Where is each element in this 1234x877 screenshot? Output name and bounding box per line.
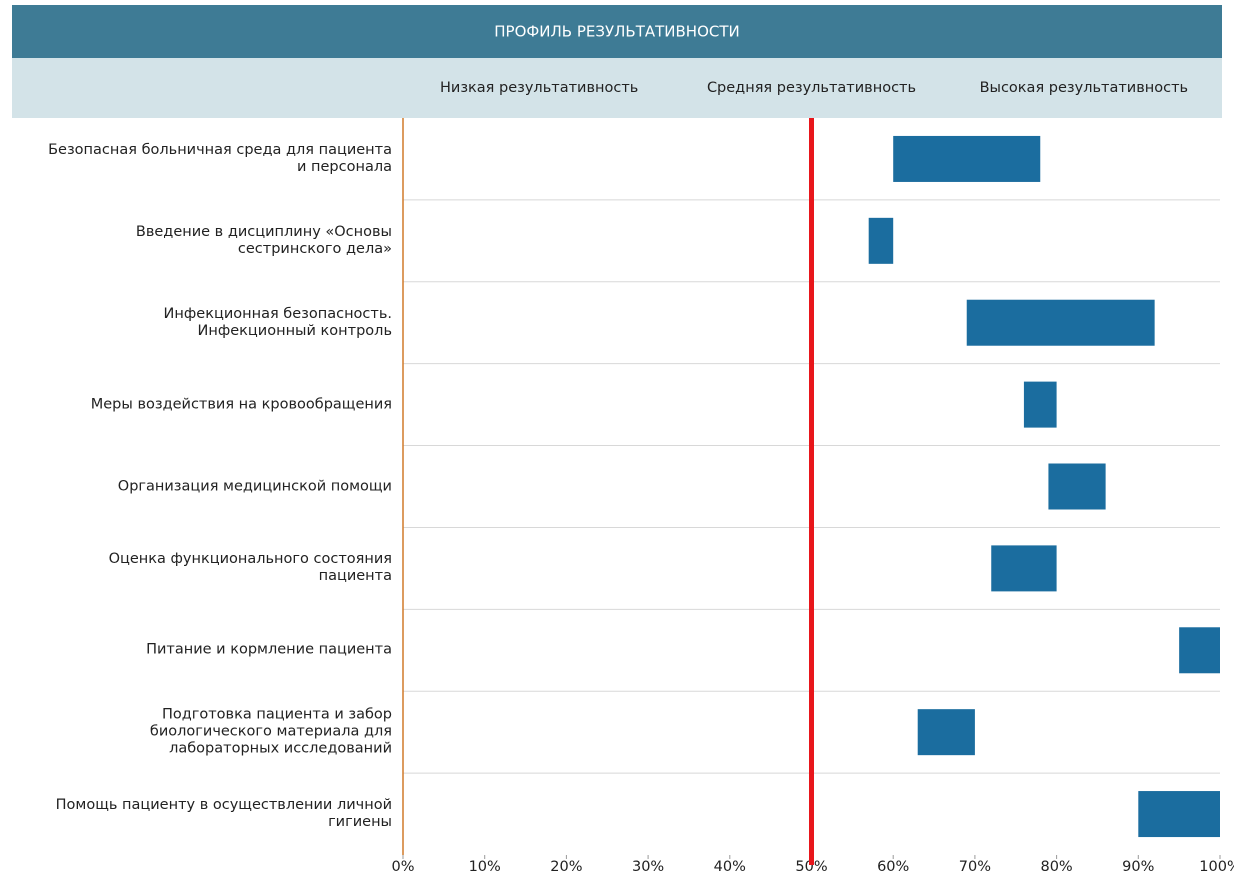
x-tick-label: 30% <box>632 859 664 875</box>
bar <box>893 135 1041 182</box>
category-label: Оценка функционального состояния пациент… <box>108 551 392 585</box>
x-tick-label: 80% <box>1040 859 1072 875</box>
bar <box>917 709 975 756</box>
x-tick-label: 90% <box>1122 859 1154 875</box>
band-label: Низкая результативность <box>440 80 638 96</box>
category-label: Питание и кормление пациента <box>146 641 392 658</box>
x-tick-label: 0% <box>391 859 414 875</box>
category-label: Подготовка пациента и забор биологическо… <box>149 706 392 757</box>
bar <box>991 545 1057 592</box>
bar <box>868 217 894 264</box>
chart-title: ПРОФИЛЬ РЕЗУЛЬТАТИВНОСТИ <box>494 23 740 41</box>
x-tick-label: 10% <box>469 859 501 875</box>
bar <box>1179 627 1220 674</box>
category-label: Меры воздействия на кровообращения <box>90 396 392 413</box>
bar <box>1048 463 1106 510</box>
bar <box>1023 381 1057 428</box>
x-tick-label: 40% <box>714 859 746 875</box>
x-tick-label: 50% <box>795 859 827 875</box>
category-label: Введение в дисциплину «Основы сестринско… <box>135 223 392 257</box>
category-label: Безопасная больничная среда для пациента… <box>48 141 392 175</box>
category-label: Инфекционная безопасность. Инфекционный … <box>163 305 392 339</box>
title-bar <box>12 5 1222 58</box>
bar <box>966 299 1155 346</box>
x-tick-label: 60% <box>877 859 909 875</box>
band-header <box>12 58 1222 118</box>
band-label: Средняя результативность <box>707 80 916 96</box>
band-label: Высокая результативность <box>980 80 1189 96</box>
category-label: Организация медицинской помощи <box>117 478 392 494</box>
category-label: Помощь пациенту в осуществлении личной г… <box>55 797 392 831</box>
x-tick-label: 20% <box>550 859 582 875</box>
x-tick-label: 70% <box>959 859 991 875</box>
x-tick-label: 100% <box>1199 859 1234 875</box>
bar <box>1138 791 1220 838</box>
